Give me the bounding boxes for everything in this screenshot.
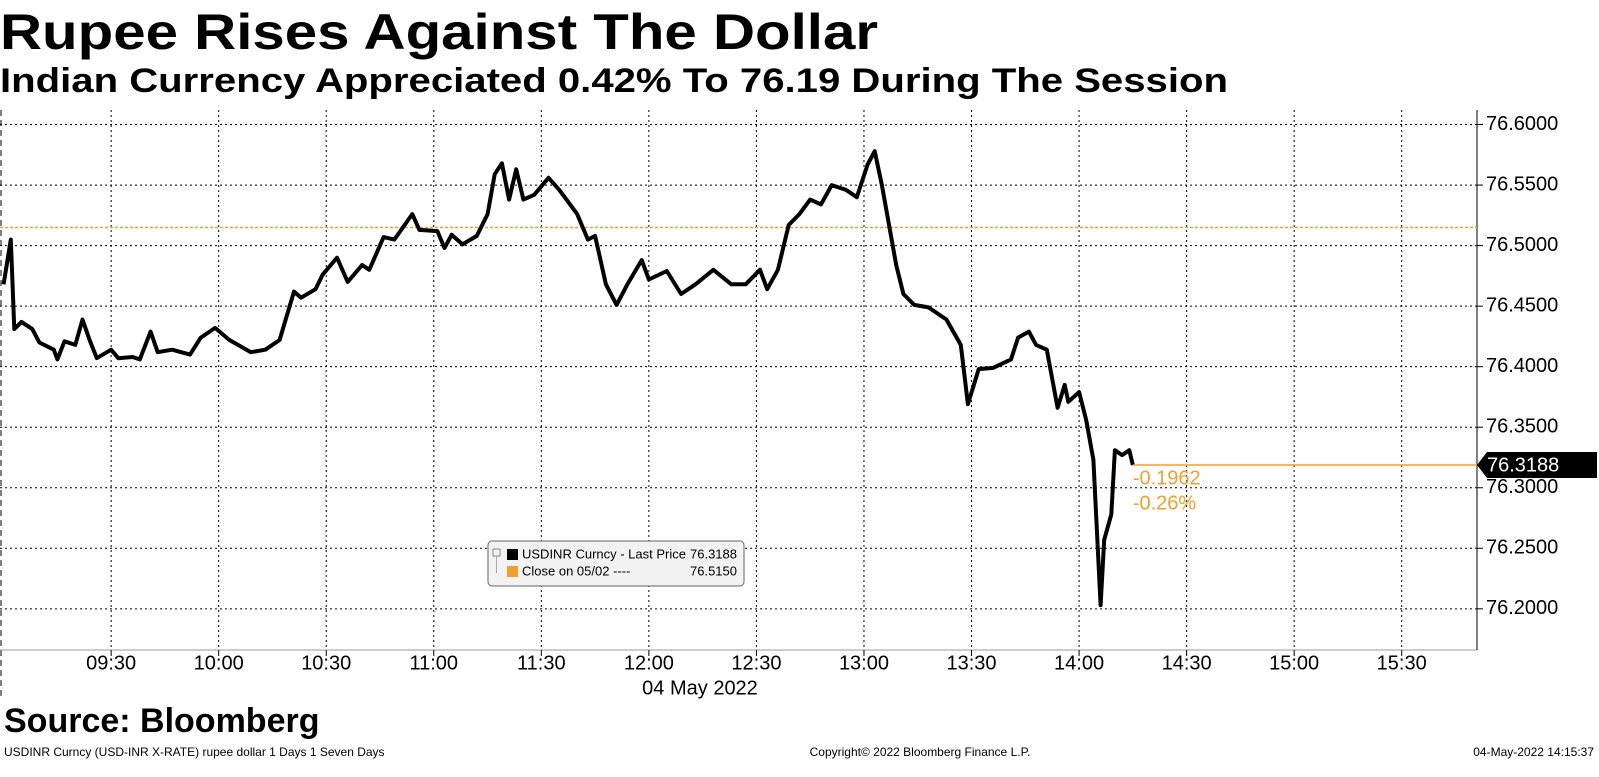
x-tick-label: 09:30 [86,652,136,674]
y-tick-label: 76.5000 [1486,234,1558,256]
x-tick-label: 13:30 [946,652,996,674]
footer-right: 04-May-2022 14:15:37 [1473,745,1594,759]
y-tick-label: 76.6000 [1486,113,1558,135]
y-tick-label: 76.3000 [1486,476,1558,498]
x-tick-label: 14:30 [1162,652,1212,674]
annotation: -0.1962 [1133,467,1201,489]
last-price-tag [1477,451,1597,478]
legend-label: USDINR Curncy - Last Price [522,546,686,561]
y-tick-label: 76.5500 [1486,173,1558,195]
last-price-label: 76.3188 [1487,454,1559,476]
y-tick-label: 76.3500 [1486,416,1558,438]
price-line [1,149,1135,608]
y-tick-label: 76.2000 [1486,597,1558,619]
legend-swatch [507,566,518,577]
source: Source: Bloomberg [4,702,319,740]
chart-title: Rupee Rises Against The Dollar [0,4,878,60]
x-tick-label: 14:00 [1054,652,1104,674]
legend: USDINR Curncy - Last Price 76.3188 Close o… [487,540,745,587]
x-tick-label: 12:30 [731,652,781,674]
legend-swatch [507,549,518,560]
x-tick-label: 11:30 [517,652,566,674]
x-axis-label: 04 May 2022 [642,677,758,699]
x-tick-label: 10:00 [194,652,244,674]
legend-value: 76.5150 [690,563,737,578]
x-tick-label: 11:00 [409,652,458,674]
x-tick-label: 12:00 [624,652,674,674]
x-tick-label: 13:00 [839,652,889,674]
y-tick-label: 76.2500 [1486,537,1558,559]
legend-box [487,540,745,587]
annotation: -0.26% [1133,492,1197,514]
footer-left: USDINR Curncy (USD-INR X-RATE) rupee dol… [4,745,385,759]
chart-subtitle: Indian Currency Appreciated 0.42% To 76.… [0,62,1228,100]
footer-center: Copyright© 2022 Bloomberg Finance L.P. [810,745,1031,759]
x-tick-label: 15:00 [1269,652,1319,674]
y-tick-label: 76.4500 [1486,294,1558,316]
x-tick-label: 15:30 [1377,652,1427,674]
y-tick-label: 76.4000 [1486,355,1558,377]
legend-value: 76.3188 [690,546,737,561]
x-tick-label: 10:30 [301,652,351,674]
legend-label: Close on 05/02 ---- [522,563,630,578]
